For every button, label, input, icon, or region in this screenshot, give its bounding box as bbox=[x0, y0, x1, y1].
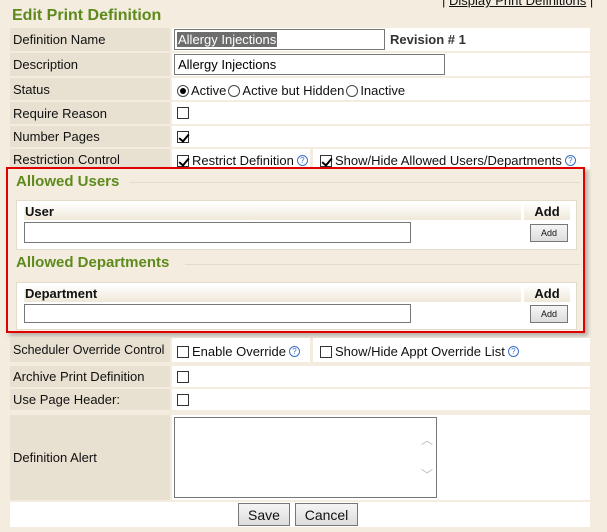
show-hide-override-label: Show/Hide Appt Override List bbox=[335, 344, 505, 359]
revision-number: Revision # 1 bbox=[390, 32, 466, 47]
use-page-header-checkbox[interactable] bbox=[177, 393, 189, 406]
allowed-users-table: User Add Add bbox=[16, 200, 577, 250]
definition-alert-label: Definition Alert bbox=[10, 415, 170, 500]
scroll-down-icon[interactable]: ﹀ bbox=[421, 468, 434, 482]
restrict-definition-checkbox[interactable] bbox=[177, 154, 189, 167]
use-page-header-label: Use Page Header: bbox=[10, 389, 170, 410]
status-radio-group: Active Active but Hidden Inactive bbox=[172, 78, 590, 100]
help-icon[interactable]: ? bbox=[296, 155, 308, 166]
archive-label: Archive Print Definition bbox=[10, 366, 170, 387]
require-reason-checkbox[interactable] bbox=[177, 107, 189, 119]
definition-alert-textarea[interactable] bbox=[174, 417, 437, 498]
status-hidden-radio[interactable] bbox=[228, 84, 241, 97]
enable-override-label: Enable Override bbox=[192, 344, 286, 359]
help-icon[interactable]: ? bbox=[507, 346, 519, 357]
page-title: Edit Print Definition bbox=[12, 7, 162, 24]
user-column-header: User bbox=[24, 203, 521, 220]
restriction-control-label: Restriction Control bbox=[10, 149, 170, 169]
add-department-button[interactable]: Add bbox=[530, 305, 568, 323]
user-input[interactable] bbox=[24, 222, 411, 243]
add-column-header: Add bbox=[524, 203, 570, 220]
status-active-radio[interactable] bbox=[177, 84, 189, 97]
enable-override-checkbox[interactable] bbox=[177, 345, 189, 358]
description-label: Description bbox=[10, 53, 170, 76]
archive-checkbox[interactable] bbox=[177, 370, 189, 383]
add-column-header: Add bbox=[524, 285, 570, 302]
show-hide-users-checkbox[interactable] bbox=[320, 154, 332, 167]
status-inactive-label: Inactive bbox=[360, 83, 406, 98]
allowed-departments-title: Allowed Departments bbox=[16, 254, 170, 271]
add-user-button[interactable]: Add bbox=[530, 224, 568, 242]
display-print-definitions-link[interactable]: Display Print Definitions bbox=[449, 0, 587, 8]
status-hidden-label: Active but Hidden bbox=[242, 83, 345, 98]
save-button[interactable]: Save bbox=[238, 503, 290, 526]
restrict-definition-label: Restrict Definition bbox=[192, 153, 294, 168]
definition-name-selected-text: Allergy Injections bbox=[177, 32, 278, 47]
department-input[interactable] bbox=[24, 304, 411, 323]
help-icon[interactable]: ? bbox=[564, 155, 576, 166]
show-hide-users-label: Show/Hide Allowed Users/Departments bbox=[335, 153, 562, 168]
cancel-button[interactable]: Cancel bbox=[295, 503, 358, 526]
help-icon[interactable]: ? bbox=[288, 346, 300, 357]
department-column-header: Department bbox=[24, 285, 521, 302]
require-reason-label: Require Reason bbox=[10, 102, 170, 124]
number-pages-checkbox[interactable] bbox=[177, 130, 189, 143]
top-nav: | Display Print Definitions | bbox=[442, 0, 593, 8]
allowed-users-title: Allowed Users bbox=[16, 173, 120, 190]
scroll-up-icon[interactable]: ︿ bbox=[421, 433, 434, 447]
show-hide-override-checkbox[interactable] bbox=[320, 345, 332, 358]
status-label: Status bbox=[10, 78, 170, 100]
definition-name-label: Definition Name bbox=[10, 28, 170, 51]
status-inactive-radio[interactable] bbox=[346, 84, 359, 97]
description-input[interactable] bbox=[174, 54, 445, 75]
number-pages-label: Number Pages bbox=[10, 126, 170, 147]
status-active-label: Active bbox=[191, 83, 227, 98]
scheduler-override-label: Scheduler Override Control bbox=[10, 338, 170, 362]
allowed-departments-table: Department Add Add bbox=[16, 282, 577, 330]
